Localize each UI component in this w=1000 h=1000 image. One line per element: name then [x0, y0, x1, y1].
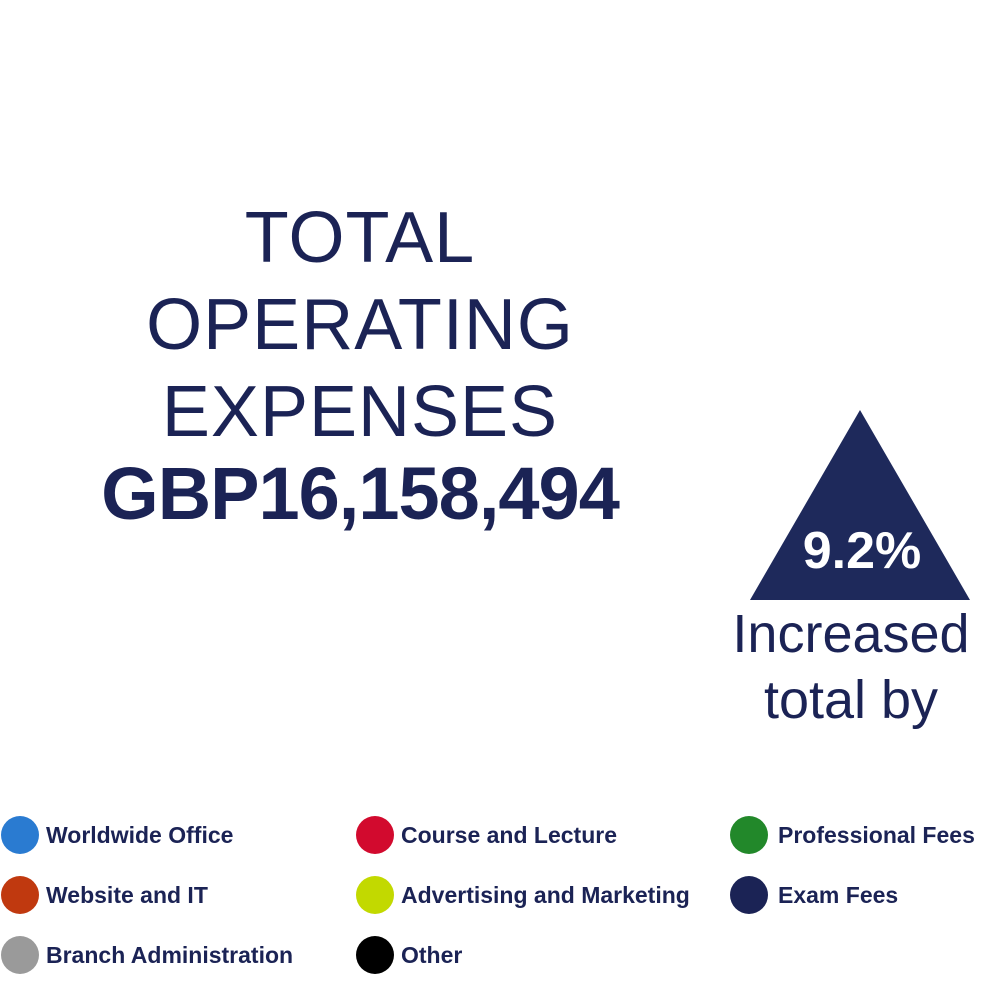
- legend-dot-icon: [356, 876, 394, 914]
- legend-item-website-it: Website and IT: [1, 875, 208, 915]
- legend-dot-icon: [1, 936, 39, 974]
- legend-label: Course and Lecture: [401, 821, 617, 848]
- triangle-up-icon: [750, 410, 970, 600]
- legend-dot-icon: [730, 816, 768, 854]
- legend-label: Branch Administration: [46, 941, 294, 968]
- total-amount: GBP16,158,494: [101, 452, 620, 535]
- legend-item-other: Other: [356, 935, 462, 975]
- legend-item-course-lecture: Course and Lecture: [356, 815, 617, 855]
- change-percentage: 9.2%: [802, 522, 922, 580]
- change-caption-line-2: total by: [763, 670, 939, 730]
- legend-item-exam-fees: Exam Fees: [730, 875, 898, 915]
- legend: Worldwide Office Website and IT Branch A…: [0, 815, 1000, 995]
- title-block: TOTAL OPERATING EXPENSES: [60, 195, 660, 456]
- legend-label: Exam Fees: [778, 881, 899, 908]
- legend-dot-icon: [730, 876, 768, 914]
- title-line-3: EXPENSES: [161, 372, 559, 452]
- change-caption-line-1: Increased: [732, 604, 970, 664]
- legend-dot-icon: [1, 876, 39, 914]
- legend-label: Professional Fees: [778, 821, 975, 848]
- change-caption: Increased total by: [720, 601, 982, 733]
- legend-item-worldwide-office: Worldwide Office: [1, 815, 233, 855]
- change-indicator: 9.2% Increased total by: [720, 405, 1000, 735]
- title-line-1: TOTAL: [244, 198, 476, 278]
- legend-label: Worldwide Office: [46, 821, 234, 848]
- legend-dot-icon: [356, 936, 394, 974]
- legend-label: Advertising and Marketing: [401, 881, 690, 908]
- legend-dot-icon: [1, 816, 39, 854]
- legend-item-professional-fees: Professional Fees: [730, 815, 975, 855]
- legend-item-branch-administration: Branch Administration: [1, 935, 293, 975]
- title-line-2: OPERATING: [146, 285, 574, 365]
- legend-dot-icon: [356, 816, 394, 854]
- legend-label: Website and IT: [46, 881, 208, 908]
- legend-item-advertising-marketing: Advertising and Marketing: [356, 875, 690, 915]
- legend-label: Other: [401, 941, 463, 968]
